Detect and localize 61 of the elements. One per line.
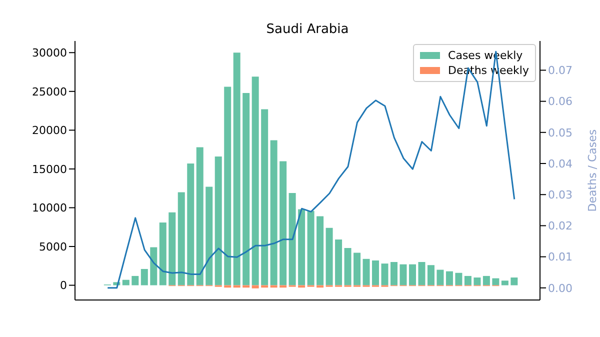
bar [482,276,490,286]
y2-tick-label: 0.02 [548,220,572,233]
y2-tick-label: 0.00 [548,282,572,295]
bar [140,268,148,286]
bar [418,262,426,286]
y2-tick-label: 0.01 [548,250,572,264]
bar [159,222,166,286]
bar [298,209,306,286]
bar [344,248,352,286]
bar [316,216,324,286]
bar [187,164,194,286]
bar [381,264,388,286]
bar [261,109,268,286]
bar [362,258,370,286]
bar [252,76,259,286]
chart-title: Saudi Arabia [265,22,350,37]
y2-tick-label: 0.07 [548,64,572,78]
y-tick-label: 5000 [39,240,67,254]
bar [196,147,204,286]
bar [270,140,278,286]
y-tick-label: 10000 [32,202,67,215]
bar [252,285,259,288]
bar [168,212,176,286]
bar [390,262,398,286]
bar [206,186,213,286]
bar [474,278,481,286]
bar [510,278,518,286]
bar [501,280,508,286]
y-tick-label: 0 [60,279,67,292]
bar [335,240,342,286]
bar [178,192,185,286]
bar [446,271,453,286]
bar [233,52,240,286]
y2-tick-label: 0.06 [548,95,572,108]
bar [288,192,296,286]
bar [436,270,444,286]
bar [132,276,139,286]
y-tick-label: 20000 [32,124,67,138]
bar [492,278,500,286]
y-tick-label: 30000 [32,46,67,60]
bar [224,86,232,286]
bar [150,247,158,286]
y-tick-label: 25000 [32,85,67,98]
bar [326,228,333,286]
bar [372,260,380,286]
bar [408,264,416,286]
bar [400,264,407,286]
bar [280,161,287,286]
bar [464,276,472,286]
y2-axis-title: Deaths / Cases [586,129,599,212]
y2-tick-label: 0.05 [548,126,572,140]
bar [307,210,314,286]
y-tick-label: 15000 [32,162,67,176]
bar [214,156,222,286]
bar [455,272,462,286]
bar [242,92,250,286]
bar [427,265,434,286]
y2-tick-label: 0.04 [548,157,572,170]
y2-tick-label: 0.03 [548,188,572,202]
bar [354,252,361,286]
bar [122,280,130,286]
